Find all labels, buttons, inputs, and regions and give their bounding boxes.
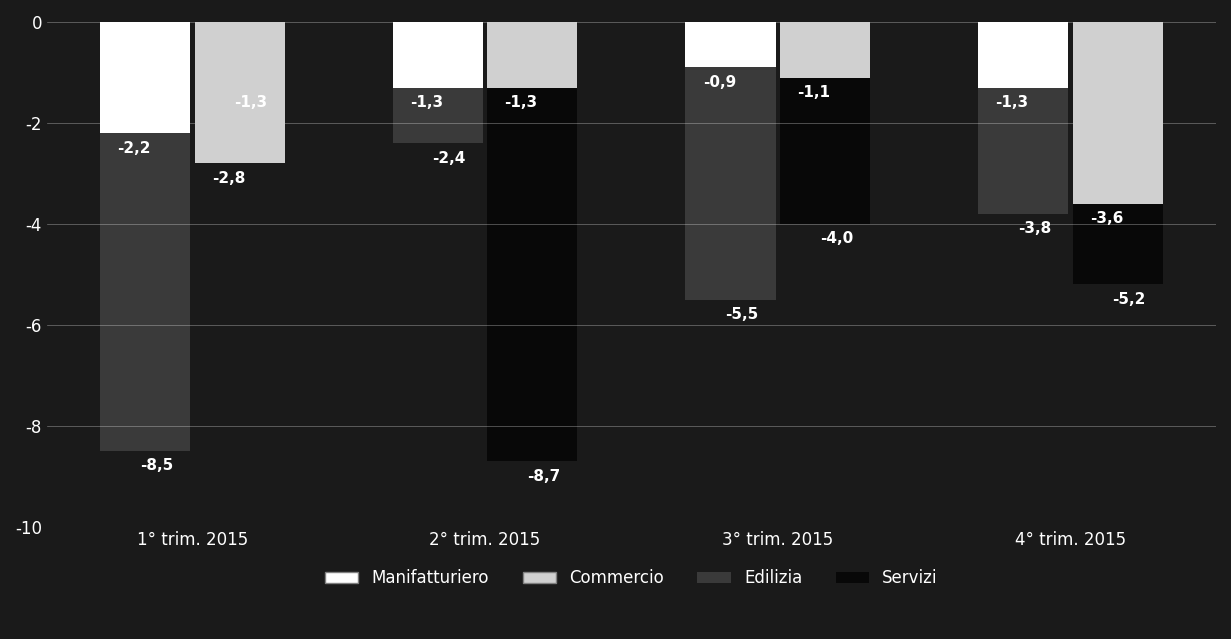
Bar	[686, 22, 776, 67]
Text: -1,1: -1,1	[798, 85, 831, 100]
Text: -1,3: -1,3	[234, 95, 267, 110]
Bar	[686, 22, 776, 300]
Text: -1,3: -1,3	[505, 95, 538, 110]
Bar	[393, 22, 483, 88]
Text: -2,8: -2,8	[212, 171, 245, 186]
Text: -1,3: -1,3	[996, 95, 1029, 110]
Text: -1,3: -1,3	[410, 95, 443, 110]
Bar	[100, 22, 190, 451]
Text: -3,6: -3,6	[1089, 212, 1123, 226]
Text: -5,5: -5,5	[725, 307, 758, 322]
Bar	[194, 22, 284, 88]
Bar	[979, 22, 1069, 213]
Legend: Manifatturiero, Commercio, Edilizia, Servizi: Manifatturiero, Commercio, Edilizia, Ser…	[319, 562, 944, 594]
Text: -8,7: -8,7	[527, 468, 560, 484]
Bar	[194, 22, 284, 164]
Bar	[487, 22, 577, 461]
Text: -4,0: -4,0	[820, 231, 853, 247]
Bar	[393, 22, 483, 143]
Text: -8,5: -8,5	[139, 458, 172, 473]
Text: -2,4: -2,4	[432, 151, 465, 166]
Bar	[780, 22, 870, 224]
Bar	[1072, 22, 1163, 284]
Bar	[100, 22, 190, 133]
Bar	[780, 22, 870, 77]
Text: -3,8: -3,8	[1018, 221, 1051, 236]
Bar	[1072, 22, 1163, 204]
Text: -2,2: -2,2	[117, 141, 150, 155]
Bar	[487, 22, 577, 88]
Bar	[979, 22, 1069, 88]
Text: -0,9: -0,9	[703, 75, 736, 90]
Text: -5,2: -5,2	[1113, 292, 1146, 307]
